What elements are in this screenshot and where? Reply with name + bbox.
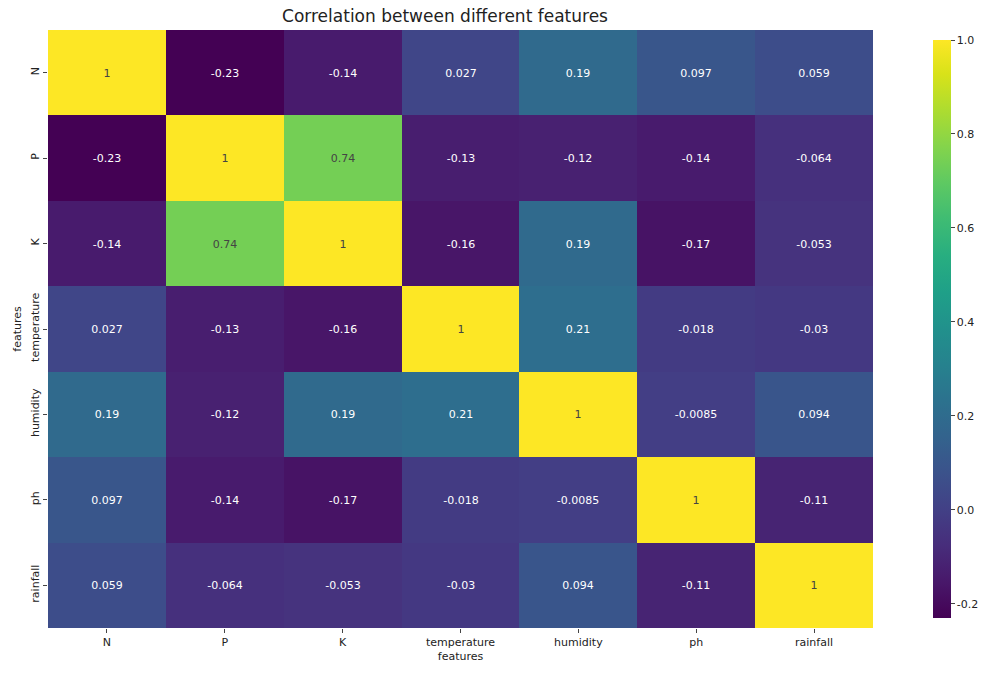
svg-text:-0.064: -0.064 — [207, 579, 242, 592]
svg-text:0.8: 0.8 — [957, 128, 975, 141]
svg-text:-0.23: -0.23 — [211, 67, 239, 80]
svg-text:-0.12: -0.12 — [564, 152, 592, 165]
svg-text:1: 1 — [575, 408, 582, 421]
svg-text:-0.14: -0.14 — [211, 494, 239, 507]
svg-text:-0.018: -0.018 — [443, 494, 478, 507]
svg-text:-0.11: -0.11 — [682, 579, 710, 592]
svg-text:-0.12: -0.12 — [211, 408, 239, 421]
svg-text:ph: ph — [29, 491, 42, 505]
svg-text:ph: ph — [689, 636, 703, 649]
svg-text:1: 1 — [222, 152, 229, 165]
svg-text:-0.0085: -0.0085 — [557, 494, 599, 507]
svg-text:0.19: 0.19 — [566, 67, 591, 80]
svg-text:-0.053: -0.053 — [325, 579, 360, 592]
svg-text:0.094: 0.094 — [562, 579, 594, 592]
svg-text:rainfall: rainfall — [29, 565, 42, 603]
svg-text:-0.11: -0.11 — [800, 494, 828, 507]
svg-text:1: 1 — [811, 579, 818, 592]
svg-text:0.059: 0.059 — [91, 579, 123, 592]
svg-text:0.2: 0.2 — [957, 410, 975, 423]
svg-text:0.027: 0.027 — [91, 323, 123, 336]
svg-text:-0.23: -0.23 — [93, 152, 121, 165]
svg-text:0.097: 0.097 — [91, 494, 123, 507]
svg-text:1: 1 — [104, 67, 111, 80]
svg-text:0.19: 0.19 — [566, 238, 591, 251]
svg-text:features: features — [11, 306, 24, 352]
svg-text:-0.14: -0.14 — [329, 67, 357, 80]
svg-text:humidity: humidity — [554, 636, 603, 649]
svg-text:rainfall: rainfall — [795, 636, 833, 649]
svg-text:1.0: 1.0 — [957, 34, 975, 47]
svg-text:0.74: 0.74 — [331, 152, 356, 165]
svg-text:-0.03: -0.03 — [800, 323, 828, 336]
svg-text:-0.018: -0.018 — [678, 323, 713, 336]
svg-text:0.4: 0.4 — [957, 316, 975, 329]
svg-text:features: features — [438, 650, 484, 663]
svg-text:-0.03: -0.03 — [447, 579, 475, 592]
svg-text:-0.14: -0.14 — [93, 238, 121, 251]
svg-text:-0.14: -0.14 — [682, 152, 710, 165]
svg-text:-0.17: -0.17 — [329, 494, 357, 507]
svg-text:-0.0085: -0.0085 — [675, 408, 717, 421]
svg-text:-0.13: -0.13 — [211, 323, 239, 336]
svg-text:-0.17: -0.17 — [682, 238, 710, 251]
svg-text:0.027: 0.027 — [445, 67, 477, 80]
svg-text:-0.16: -0.16 — [329, 323, 357, 336]
svg-text:-0.053: -0.053 — [796, 238, 831, 251]
svg-text:N: N — [29, 67, 42, 75]
svg-text:temperature: temperature — [29, 293, 42, 362]
svg-text:0.0: 0.0 — [957, 504, 975, 517]
svg-text:0.19: 0.19 — [95, 408, 120, 421]
svg-text:1: 1 — [693, 494, 700, 507]
svg-text:Correlation between different: Correlation between different features — [282, 6, 608, 26]
svg-text:0.097: 0.097 — [680, 67, 712, 80]
svg-text:K: K — [29, 238, 42, 246]
svg-text:0.094: 0.094 — [798, 408, 830, 421]
svg-text:0.74: 0.74 — [213, 238, 238, 251]
svg-text:0.19: 0.19 — [331, 408, 356, 421]
svg-text:K: K — [339, 636, 347, 649]
svg-text:-0.13: -0.13 — [447, 152, 475, 165]
svg-text:0.6: 0.6 — [957, 222, 975, 235]
svg-text:0.059: 0.059 — [798, 67, 830, 80]
svg-text:-0.16: -0.16 — [447, 238, 475, 251]
svg-text:-0.2: -0.2 — [957, 598, 978, 611]
svg-text:-0.064: -0.064 — [796, 152, 831, 165]
svg-text:0.21: 0.21 — [566, 323, 591, 336]
svg-text:1: 1 — [458, 323, 465, 336]
svg-text:0.21: 0.21 — [449, 408, 474, 421]
svg-text:N: N — [103, 636, 111, 649]
svg-text:P: P — [29, 153, 42, 160]
svg-text:1: 1 — [340, 238, 347, 251]
svg-text:P: P — [221, 636, 228, 649]
svg-text:temperature: temperature — [426, 636, 495, 649]
svg-text:humidity: humidity — [29, 388, 42, 437]
